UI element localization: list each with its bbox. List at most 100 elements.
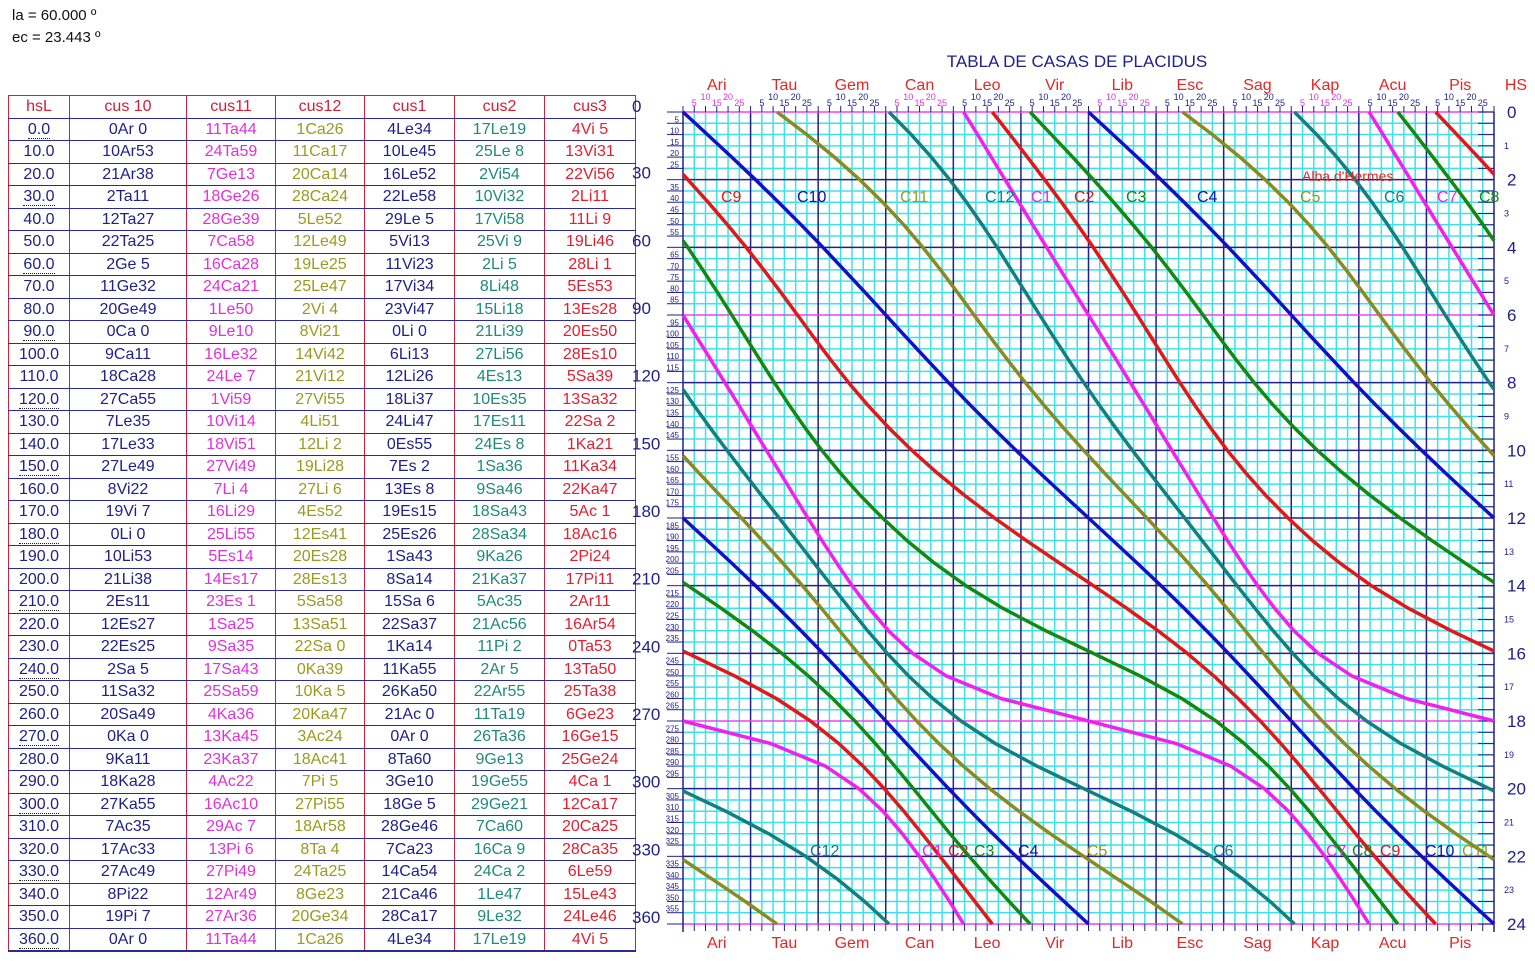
cusp-cell: 18Ge 5 — [364, 792, 455, 816]
cusp-cell: 9Le10 — [186, 320, 276, 344]
degree-tick-label: 15 — [779, 98, 789, 108]
cusp-cell: 5Sa39 — [544, 365, 636, 389]
hsl-value: 360.0 — [18, 930, 60, 949]
minor-hsl-label: 145 — [666, 431, 680, 440]
cusp-cell: 1Vi59 — [186, 387, 276, 411]
sign-label-bottom: Lib — [1112, 935, 1133, 952]
cusp-line-c8 — [681, 239, 1400, 926]
cusp-line-c11 — [682, 858, 779, 926]
minor-hsl-label: 325 — [666, 837, 680, 846]
degree-tick-label: 10 — [1444, 92, 1454, 102]
table-row: 110.0 18Ca28 24Le 7 21Vi12 12Li26 4Es13 5Sa39 — [8, 365, 636, 389]
minor-hour-label: 13 — [1504, 547, 1514, 557]
cusp-cell: 2Sa 5 — [69, 657, 187, 681]
cusp-cell: 2Vi54 — [454, 162, 545, 186]
cusp-cell: 4Le34 — [364, 927, 455, 952]
hsl-value: 180.0 — [18, 525, 60, 544]
table-row: 20.0 21Ar38 7Ge13 20Ca14 16Le52 2Vi54 22Vi56 — [8, 162, 636, 186]
minor-hsl-label: 175 — [666, 499, 680, 508]
minor-hsl-label: 95 — [670, 318, 679, 327]
cusp-line-c4 — [1087, 110, 1496, 520]
degree-tick-label: 20 — [993, 92, 1003, 102]
minor-hsl-label: 85 — [670, 296, 679, 305]
hour-axis-label: 4 — [1507, 238, 1516, 257]
table-row: 230.0 22Es25 9Sa35 22Sa 0 1Ka14 11Pi 2 0Ta53 — [8, 635, 636, 659]
hsl-axis-label: 330 — [632, 840, 660, 859]
degree-tick-label: 20 — [1196, 92, 1206, 102]
sign-label-top: Lib — [1112, 77, 1133, 94]
cusp-cell: 18Ca28 — [69, 365, 187, 389]
degree-tick-label: 10 — [1038, 92, 1048, 102]
cusp-cell: 0Ar 0 — [364, 725, 455, 749]
cusp-label-top: C9 — [721, 189, 742, 206]
degree-tick-label: 25 — [937, 98, 947, 108]
cusp-label-bottom: C2 — [948, 843, 969, 860]
minor-hsl-label: 230 — [666, 623, 680, 632]
degree-tick-label: 5 — [1435, 98, 1440, 108]
cusp-cell: 15Sa 6 — [364, 590, 455, 614]
cusp-cell: 25Ge24 — [544, 747, 636, 771]
cusp-cell: 22Ta25 — [69, 230, 187, 254]
hsl-axis-label: 360 — [632, 908, 660, 927]
degree-tick-label: 20 — [1331, 92, 1341, 102]
minor-hsl-label: 320 — [666, 826, 680, 835]
cusp-cell: 11Ta44 — [186, 927, 276, 952]
cusp-label-bottom: C3 — [974, 843, 995, 860]
hour-axis-label: 6 — [1507, 306, 1516, 325]
degree-tick-label: 10 — [971, 92, 981, 102]
cusp-cell: 2Li11 — [544, 185, 636, 209]
sign-label-bottom: Tau — [771, 935, 797, 952]
cusp-cell: 1Sa43 — [364, 545, 455, 569]
cusp-cell: 28Ca35 — [544, 837, 636, 861]
cusp-cell: 9Ka26 — [454, 545, 545, 569]
cusp-cell: 9Sa46 — [454, 477, 545, 501]
table-row: 260.0 20Sa49 4Ka36 20Ka47 21Ac 0 11Ta19 6Ge23 — [8, 702, 636, 726]
hsl-cell: 20.0 — [8, 162, 70, 186]
hsl-axis-label: 240 — [632, 637, 660, 656]
minor-hour-label: 11 — [1504, 479, 1513, 489]
cusp-cell: 9Ge13 — [454, 747, 545, 771]
degree-tick-label: 25 — [1275, 98, 1285, 108]
cusp-cell: 20Ca25 — [544, 815, 636, 839]
hsl-cell: 10.0 — [8, 140, 70, 164]
cusp-cell: 7Le35 — [69, 410, 187, 434]
sign-label-top: Tau — [771, 77, 797, 94]
sign-label-bottom: Acu — [1379, 935, 1407, 952]
minor-hsl-label: 50 — [670, 217, 679, 226]
cusp-label-bottom: C5 — [1087, 843, 1108, 860]
table-row: 210.0 2Es11 23Es 1 5Sa58 15Sa 6 5Ac35 2Ar11 — [8, 590, 636, 614]
sign-label-bottom: Kap — [1311, 935, 1340, 952]
degree-tick-label: 15 — [982, 98, 992, 108]
hsl-cell: 40.0 — [8, 207, 70, 231]
degree-tick-label: 10 — [1106, 92, 1116, 102]
minor-hsl-label: 65 — [670, 251, 679, 260]
degree-tick-label: 15 — [712, 98, 722, 108]
degree-tick-label: 10 — [1241, 92, 1251, 102]
cusp-label-top: C6 — [1384, 189, 1405, 206]
cusp-cell: 0Li 0 — [69, 522, 187, 546]
cusp-cell: 0Es55 — [364, 432, 455, 456]
cusp-cell: 18Vi51 — [186, 432, 276, 456]
hsl-cell: 110.0 — [8, 365, 70, 389]
table-row: 10.0 10Ar53 24Ta59 11Ca17 10Le45 25Le 8 13Vi31 — [8, 140, 636, 164]
degree-tick-label: 15 — [1252, 98, 1262, 108]
cusp-cell: 25Le47 — [275, 275, 365, 299]
cusp-cell: 10Ka 5 — [275, 680, 365, 704]
cusp-cell: 29Ac 7 — [186, 815, 276, 839]
cusp-cell: 24Le46 — [544, 905, 636, 929]
degree-tick-label: 25 — [1478, 98, 1488, 108]
minor-hsl-label: 245 — [666, 657, 680, 666]
hsl-axis-label: 60 — [632, 231, 651, 250]
minor-hsl-label: 200 — [666, 555, 680, 564]
degree-tick-label: 25 — [1140, 98, 1150, 108]
minor-hsl-label: 170 — [666, 487, 680, 496]
minor-hsl-label: 130 — [666, 397, 680, 406]
cusp-cell: 29Le 5 — [364, 207, 455, 231]
minor-hsl-label: 355 — [666, 905, 680, 914]
hsl-cell: 210.0 — [8, 590, 70, 614]
minor-hsl-label: 340 — [666, 871, 680, 880]
sign-label-bottom: Pis — [1449, 935, 1471, 952]
cusp-cell: 7Ca23 — [364, 837, 455, 861]
minor-hsl-label: 40 — [670, 194, 679, 203]
